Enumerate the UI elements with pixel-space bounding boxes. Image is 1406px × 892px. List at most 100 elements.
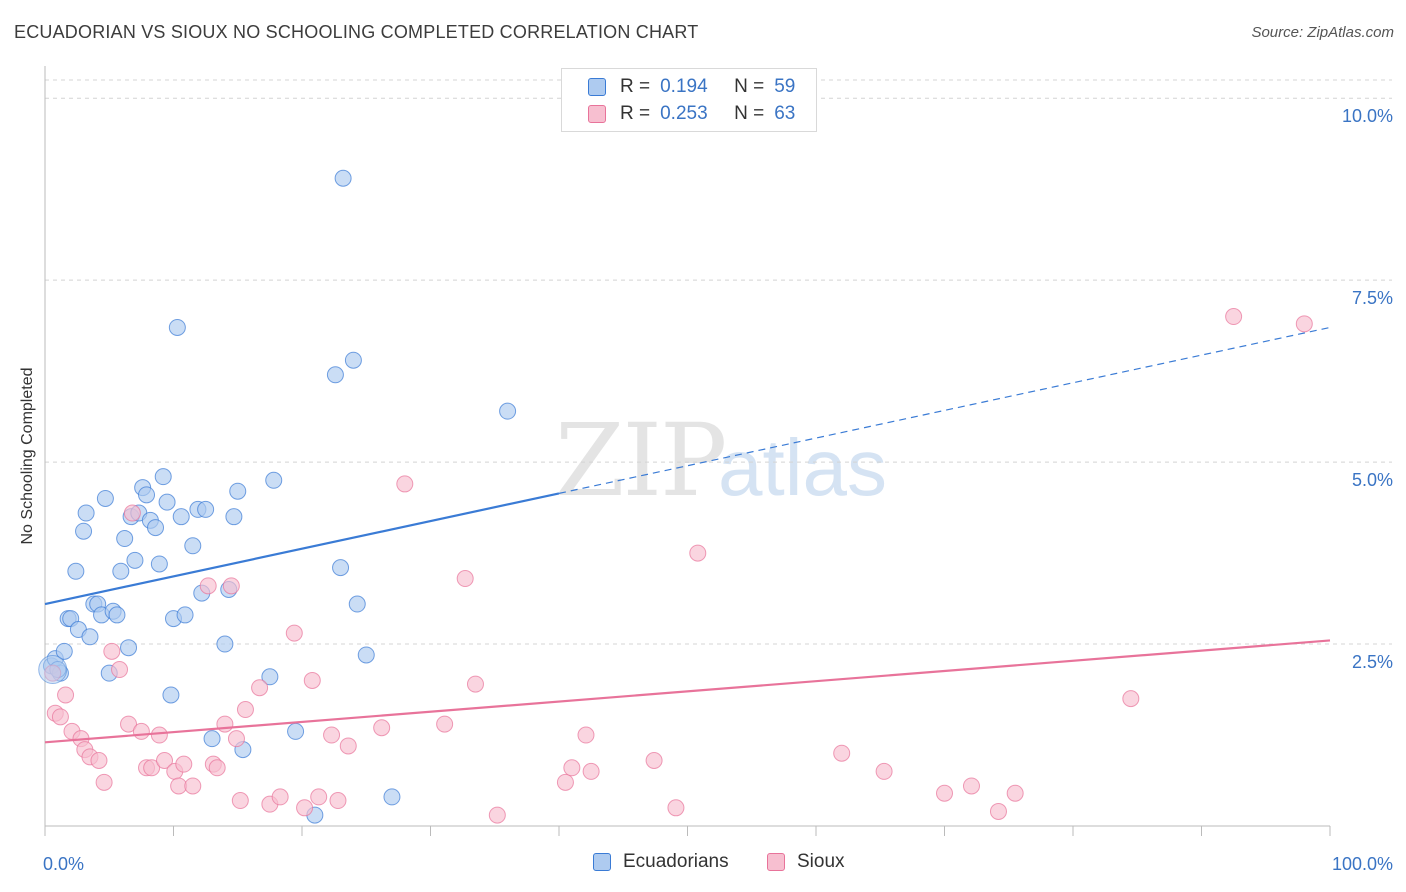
r-label: R = xyxy=(620,103,651,124)
sioux-point xyxy=(556,773,574,791)
x-tick-label-max: 100.0% xyxy=(1332,854,1393,874)
ecuadorians-point xyxy=(203,730,221,748)
sioux-point xyxy=(57,686,75,704)
sioux-point xyxy=(989,802,1007,820)
y-tick-label: 2.5% xyxy=(1352,652,1393,672)
sioux-point xyxy=(373,719,391,737)
sioux-point xyxy=(1122,690,1140,708)
ecuadorians-point xyxy=(67,562,85,580)
sioux-point xyxy=(667,799,685,817)
r-label: R = xyxy=(620,76,651,97)
ecuadorians-point xyxy=(162,686,180,704)
sioux-point xyxy=(90,751,108,769)
ecuadorians-point xyxy=(197,500,215,518)
sioux-point xyxy=(1225,308,1243,326)
sioux-swatch xyxy=(588,105,606,123)
sioux-point xyxy=(436,715,454,733)
sioux-point xyxy=(199,577,217,595)
sioux-point xyxy=(51,708,69,726)
sioux-legend-label: Sioux xyxy=(797,851,845,872)
ecuadorians-r-value: 0.194 xyxy=(660,76,708,97)
ecuadorians-point xyxy=(332,559,350,577)
sioux-point xyxy=(111,661,129,679)
ecuadorians-point xyxy=(77,504,95,522)
ecuadorians-point xyxy=(265,471,283,489)
ecuadorians-point xyxy=(499,402,517,420)
ecuadorians-point xyxy=(216,635,234,653)
ecuadorians-trend-extension xyxy=(558,326,1331,494)
sioux-point xyxy=(216,715,234,733)
ecuadorians-point xyxy=(184,537,202,555)
ecuadorians-n-value: 59 xyxy=(774,76,796,97)
sioux-point xyxy=(577,726,595,744)
sioux-point xyxy=(310,788,328,806)
sioux-trend-line xyxy=(44,639,1331,744)
ecuadorians-point xyxy=(96,489,114,507)
ecuadorians-point xyxy=(172,508,190,526)
sioux-point xyxy=(488,806,506,824)
sioux-r-value: 0.253 xyxy=(660,103,708,124)
sioux-point xyxy=(184,777,202,795)
sioux-point xyxy=(329,792,347,810)
ecuadorians-point xyxy=(326,366,344,384)
y-axis-label: No Schooling Completed xyxy=(19,367,36,545)
legend-row-ecuadorians: R = 0.194 N = 59 xyxy=(588,75,795,99)
ecuadorians-point xyxy=(229,482,247,500)
sioux-point xyxy=(936,784,953,802)
sioux-point xyxy=(271,788,289,806)
sioux-point xyxy=(120,715,138,733)
ecuadorians-trend-line xyxy=(44,492,560,606)
ecuadorians-legend-label: Ecuadorians xyxy=(623,851,729,872)
ecuadorians-cluster-point xyxy=(38,655,68,685)
ecuadorians-point xyxy=(348,595,366,613)
source-label: Source: ZipAtlas.com xyxy=(1251,24,1394,41)
sioux-point xyxy=(689,544,707,562)
sioux-point xyxy=(563,759,581,777)
ecuadorians-point xyxy=(176,606,194,624)
ecuadorians-point xyxy=(55,642,73,660)
sioux-point xyxy=(143,759,161,777)
sioux-legend-swatch xyxy=(767,853,785,871)
ecuadorians-point xyxy=(108,606,126,624)
sioux-point xyxy=(175,755,193,773)
legend-row-sioux: R = 0.253 N = 63 xyxy=(588,102,795,126)
sioux-point xyxy=(231,792,249,810)
ecuadorians-point xyxy=(138,486,156,504)
ecuadorians-point xyxy=(357,646,375,664)
watermark-atlas: atlas xyxy=(718,423,887,512)
ecuadorians-point xyxy=(81,628,99,646)
sioux-point xyxy=(303,671,321,689)
legend-item-sioux: Sioux xyxy=(767,851,845,873)
sioux-point xyxy=(236,701,254,719)
legend-item-ecuadorians: Ecuadorians xyxy=(593,851,729,873)
ecuadorians-point xyxy=(126,551,144,569)
sioux-point xyxy=(466,675,484,693)
chart-title: ECUADORIAN VS SIOUX NO SCHOOLING COMPLET… xyxy=(14,22,699,42)
x-tick-label-min: 0.0% xyxy=(43,854,84,874)
ecuadorians-legend-swatch xyxy=(593,853,611,871)
ecuadorians-point xyxy=(158,493,176,511)
sioux-point xyxy=(208,759,226,777)
sioux-point xyxy=(132,722,150,740)
sioux-point xyxy=(1295,315,1313,333)
sioux-point xyxy=(456,570,474,588)
ecuadorians-point xyxy=(154,468,172,486)
sioux-point xyxy=(1006,784,1024,802)
sioux-point xyxy=(339,737,357,755)
ecuadorians-point xyxy=(334,169,352,187)
ecuadorians-point xyxy=(261,668,279,686)
sioux-point xyxy=(285,624,303,642)
sioux-point xyxy=(582,762,600,780)
sioux-n-value: 63 xyxy=(774,103,796,124)
sioux-point xyxy=(150,726,168,744)
sioux-point xyxy=(251,679,269,697)
ecuadorians-point xyxy=(383,788,401,806)
ecuadorians-point xyxy=(147,519,165,537)
sioux-point xyxy=(123,504,141,522)
ecuadorians-swatch xyxy=(588,78,606,96)
ecuadorians-point xyxy=(112,562,130,580)
ecuadorians-point xyxy=(150,555,168,573)
sioux-point xyxy=(103,642,121,660)
ecuadorians-point xyxy=(75,522,93,540)
